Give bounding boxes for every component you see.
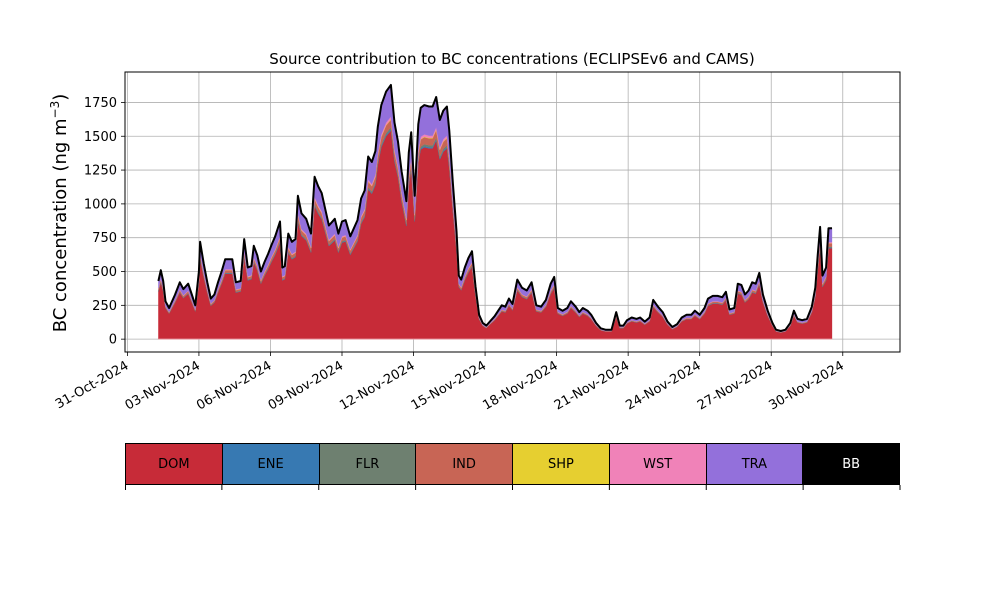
y-axis-label: BC concentration (ng m−3) [48,94,71,333]
y-axis-label-close: ) [50,94,71,101]
legend-item-dom: DOM [126,444,223,484]
legend-label: DOM [158,456,190,472]
chart-title: Source contribution to BC concentrations… [269,50,754,68]
x-tick-label: 18-Nov-2024 [480,358,560,413]
y-tick-label: 0 [109,333,117,348]
y-tick-label: 1500 [84,130,117,145]
legend-item-wst: WST [609,444,707,484]
x-tick-label: 24-Nov-2024 [623,358,703,413]
x-tick-label: 06-Nov-2024 [194,358,274,413]
y-tick-label: 250 [92,299,117,314]
x-tick-label: 21-Nov-2024 [552,358,632,413]
x-tick-label: 03-Nov-2024 [123,358,203,413]
y-axis-label-main: BC concentration (ng m [50,118,71,332]
y-tick-label: 500 [92,265,117,280]
y-tick-label: 1250 [84,164,117,179]
legend-label: IND [452,456,476,472]
legend-label: TRA [741,456,768,472]
legend-item-bb: BB [803,444,899,484]
plot-frame [124,71,901,353]
legend-item-tra: TRA [706,444,804,484]
legend-label: ENE [257,456,284,472]
y-tick-label: 1000 [84,197,117,212]
legend-ticks [125,485,901,490]
total-concentration-line [157,83,832,332]
area-dom [158,130,833,340]
stacked-areas [157,83,833,340]
y-tick-label: 750 [92,231,117,246]
legend-label: BB [842,456,861,472]
x-tick-label: 27-Nov-2024 [695,358,775,413]
x-tick-label: 30-Nov-2024 [766,358,846,413]
legend-item-ene: ENE [222,444,320,484]
legend-item-shp: SHP [513,444,610,484]
legend-item-ind: IND [416,444,513,484]
legend-item-flr: FLR [319,444,417,484]
legend-label: WST [643,456,673,472]
legend-label: SHP [547,456,574,472]
legend-label: FLR [355,456,380,472]
y-axis-label-exponent: −3 [48,101,62,119]
source-legend-bar: DOM ENE FLR IND SHP WST TRA BB [125,443,900,485]
y-tick-label: 1750 [84,96,117,111]
x-tick-label: 31-Oct-2024 [53,358,131,412]
x-tick-label: 15-Nov-2024 [409,358,489,413]
x-tick-label: 09-Nov-2024 [266,358,346,413]
x-tick-label: 12-Nov-2024 [337,358,417,413]
